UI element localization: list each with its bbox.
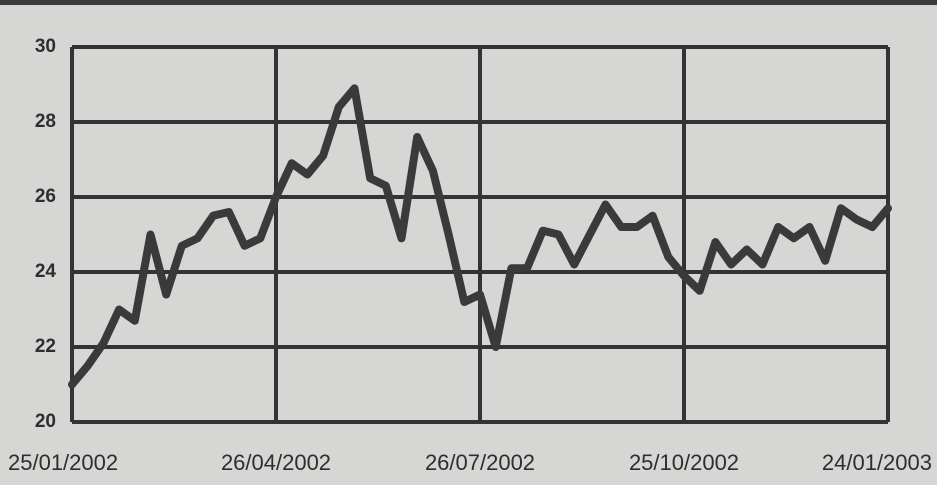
y-tick-label: 28	[35, 111, 56, 132]
y-tick-label: 20	[35, 411, 56, 432]
data-line	[68, 84, 892, 389]
y-tick-label: 24	[35, 261, 57, 282]
y-tick-label: 22	[35, 336, 56, 357]
x-tick-label: 24/01/2003	[822, 450, 932, 475]
x-tick-label: 25/10/2002	[629, 450, 739, 475]
y-tick-label: 26	[35, 186, 56, 207]
top-border	[0, 0, 937, 5]
x-tick-label: 26/04/2002	[221, 450, 331, 475]
x-tick-label: 25/01/2002	[8, 450, 118, 475]
y-tick-label: 30	[35, 36, 56, 57]
x-tick-label: 26/07/2002	[425, 450, 535, 475]
